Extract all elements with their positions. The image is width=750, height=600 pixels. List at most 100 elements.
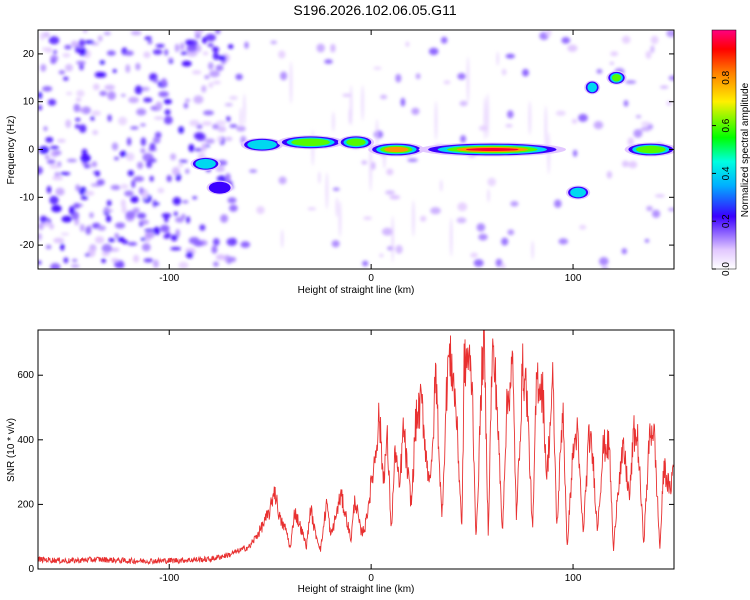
spectrogram-noise-blob <box>130 196 139 203</box>
spectrogram-noise-blob <box>668 207 674 212</box>
spectrogram-noise-blob <box>79 108 85 113</box>
spectrogram-y-tick-label: 10 <box>23 97 35 108</box>
spectrogram-ridge-segment <box>466 148 519 151</box>
snr-ticks: -100 0 100 0 200 400 600 <box>17 330 674 584</box>
spectrogram-noise-blob <box>186 50 198 57</box>
spectrogram-noise-blob <box>456 217 467 224</box>
spectrogram-noise-blob <box>44 155 50 160</box>
spectrogram-noise-blob <box>361 160 368 165</box>
spectrogram-noise-streak <box>483 96 487 140</box>
spectrogram-noise-blob <box>201 142 207 152</box>
spectrogram-noise-blob <box>240 241 251 248</box>
spectrogram-noise-blob <box>522 68 529 77</box>
spectrogram-noise-blob <box>72 258 78 263</box>
snr-x-axis-label: Height of straight line (km) <box>298 584 415 595</box>
spectrogram-noise-blob <box>144 228 155 233</box>
spectrogram-noise-blob <box>164 109 171 116</box>
spectrogram-noise-blob <box>73 103 81 113</box>
spectrogram-noise-blob <box>128 96 139 104</box>
spectrogram-noise-blob <box>644 238 650 243</box>
spectrogram-noise-blob <box>500 262 506 269</box>
spectrogram-noise-blob <box>226 238 238 246</box>
spectrogram-noise-blob <box>307 207 317 211</box>
spectrogram-noise-blob <box>209 70 220 78</box>
spectrogram-noise-blob <box>38 260 42 265</box>
spectrogram-noise-blob <box>405 41 410 47</box>
spectrogram-noise-blob <box>63 257 69 264</box>
spectrogram-noise-blob <box>38 222 44 230</box>
spectrogram-noise-blob <box>164 49 169 56</box>
spectrogram-noise-blob <box>217 126 227 133</box>
spectrogram-noise-blob <box>178 261 189 269</box>
spectrogram-noise-blob <box>202 36 207 44</box>
spectrogram-noise-blob <box>79 62 84 71</box>
colorbar-gradient-bar <box>711 29 737 270</box>
spectrogram-noise-blob <box>143 258 154 263</box>
spectrogram-noise-blob <box>103 208 114 213</box>
spectrogram-noise-blob <box>212 51 219 61</box>
spectrogram-noise-blob <box>212 123 220 130</box>
spectrogram-noise-blob <box>440 36 448 44</box>
spectrogram-noise-blob <box>554 199 562 208</box>
spectrogram-noise-blob <box>91 161 98 168</box>
spectrogram-noise-blob <box>131 179 136 189</box>
spectrogram-noise-blob <box>501 68 507 76</box>
spectrogram-noise-blob <box>215 120 227 126</box>
spectrogram-noise-blob <box>178 163 184 168</box>
colorbar-tick-label: 0.6 <box>721 118 732 132</box>
spectrogram-noise-blob <box>332 187 340 191</box>
spectrogram-noise-blob <box>94 170 101 177</box>
spectrogram-noise-blob <box>125 64 131 73</box>
spectrogram-noise-streak <box>544 105 547 151</box>
spectrogram-noise-blob <box>107 114 112 122</box>
spectrogram-noise-blob <box>256 206 265 215</box>
spectrogram-noise-blob <box>213 261 219 267</box>
spectrogram-noise-blob <box>50 263 61 269</box>
spectrogram-noise-blob <box>105 215 112 223</box>
spectrogram-noise-blob <box>324 59 333 64</box>
spectrogram-noise-blob <box>154 131 162 139</box>
spectrogram-noise-blob <box>204 75 210 80</box>
spectrogram-noise-blob <box>79 47 87 57</box>
spectrogram-noise-blob <box>175 229 180 238</box>
spectrogram-noise-blob <box>415 73 421 80</box>
spectrogram-noise-blob <box>43 221 50 227</box>
spectrogram-noise-blob <box>43 31 50 38</box>
spectrogram-noise-blob <box>225 173 231 182</box>
spectrogram-noise-blob <box>38 166 43 175</box>
spectrogram-noise-streak <box>289 61 293 104</box>
spectrogram-noise-blob <box>571 118 578 124</box>
spectrogram-noise-blob <box>362 260 369 267</box>
spectrogram-noise-blob <box>654 194 665 198</box>
spectrogram-noise-blob <box>76 60 86 65</box>
spectrogram-noise-blob <box>316 43 325 53</box>
spectrogram-noise-blob <box>215 64 224 71</box>
spectrogram-noise-blob <box>593 121 604 130</box>
spectrogram-noise-blob <box>205 33 217 42</box>
spectrogram-noise-blob <box>379 253 384 258</box>
spectrogram-noise-blob <box>185 39 194 46</box>
spectrogram-noise-blob <box>70 264 80 268</box>
spectrogram-noise-blob <box>567 44 578 52</box>
spectrogram-noise-blob <box>140 123 146 127</box>
spectrogram-ridge <box>190 70 674 200</box>
spectrogram-noise-blob <box>186 45 198 52</box>
spectrogram-noise-blob <box>60 232 70 236</box>
spectrogram-noise-blob <box>203 110 214 116</box>
spectrogram-noise-blob <box>201 121 213 126</box>
spectrogram-ridge-segment <box>195 159 216 169</box>
snr-x-tick-label: 0 <box>368 573 374 584</box>
spectrogram-noise-blob <box>127 242 138 246</box>
spectrogram-noise-blob <box>185 251 194 259</box>
spectrogram-noise-blob <box>228 44 234 49</box>
spectrogram-noise-blob <box>180 42 185 51</box>
spectrogram-noise-blob <box>487 177 497 187</box>
spectrogram-noise-blob <box>621 248 627 255</box>
spectrogram-noise-blob <box>596 68 603 74</box>
spectrogram-noise-blob <box>609 61 615 65</box>
spectrogram-noise-blob <box>124 190 134 197</box>
spectrogram-noise-blob <box>330 43 336 53</box>
spectrogram-noise-blob <box>478 125 488 131</box>
spectrogram-noise-blob <box>457 73 466 80</box>
